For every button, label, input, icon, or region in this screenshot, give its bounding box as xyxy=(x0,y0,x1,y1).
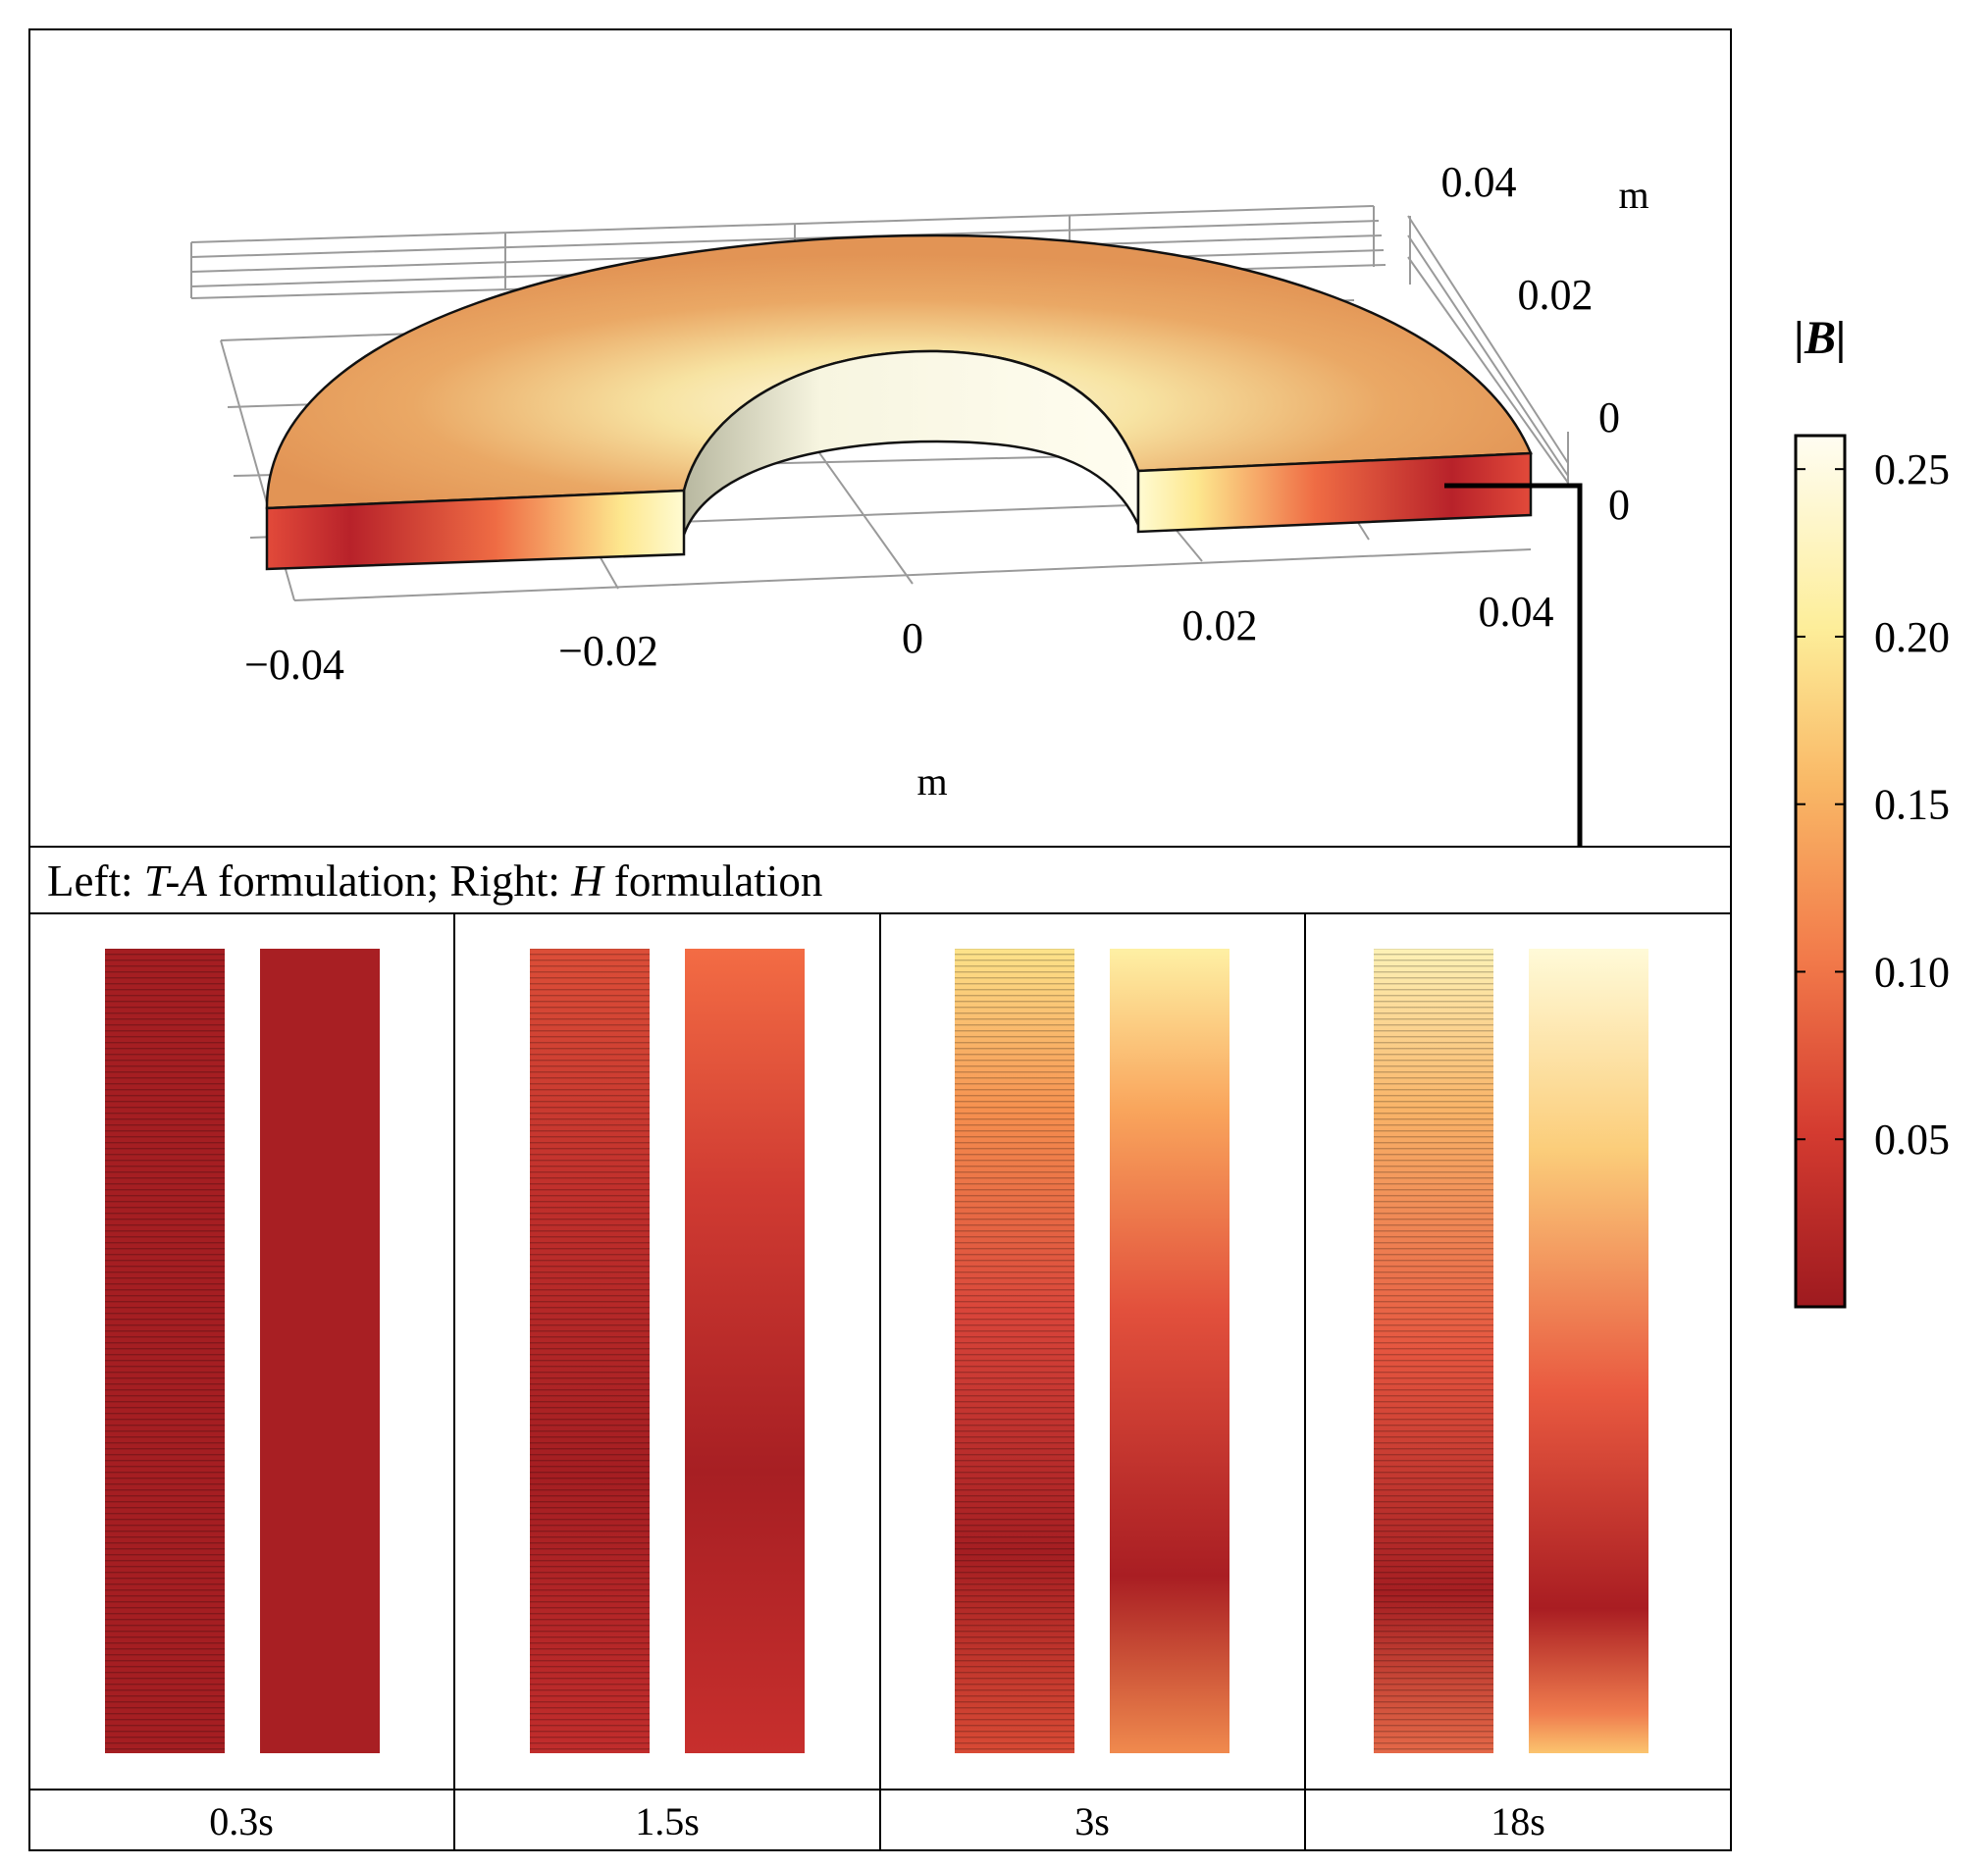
colorbar xyxy=(1794,434,1847,1309)
strip-ta-lines xyxy=(530,949,650,1753)
time-label: 1.5s xyxy=(635,1799,700,1843)
cross-section-left xyxy=(265,489,686,571)
strip-h-1.5s xyxy=(685,949,805,1753)
x-tick-label: 0.02 xyxy=(1182,601,1258,649)
colorbar-tick-label: 0.05 xyxy=(1874,1116,1950,1164)
x-tick-label: 0.04 xyxy=(1479,588,1554,636)
z-tick-label: 0 xyxy=(1608,481,1630,529)
y-tick-label: 0.04 xyxy=(1441,158,1517,206)
strip-ta-lines xyxy=(105,949,225,1753)
time-label: 18s xyxy=(1491,1799,1545,1843)
caption-right-formulation: H xyxy=(570,856,605,906)
caption-middle: formulation; Right: xyxy=(207,856,571,906)
strip-ta-lines xyxy=(955,949,1074,1753)
y-tick-label: 0.02 xyxy=(1518,271,1594,319)
colorbar-tick-label: 0.15 xyxy=(1874,781,1950,829)
colorbar-title: |B| xyxy=(1794,312,1846,364)
x-tick-label: 0 xyxy=(902,614,923,662)
strip-h-3s xyxy=(1110,949,1229,1753)
colorbar-tick-label: 0.10 xyxy=(1874,948,1950,996)
time-label: 0.3s xyxy=(209,1799,274,1843)
time-label: 3s xyxy=(1074,1799,1110,1843)
strip-ta-lines xyxy=(1374,949,1493,1753)
y-axis-unit: m xyxy=(1618,173,1648,217)
colorbar-ticks: 0.25 0.20 0.15 0.10 0.05 xyxy=(1796,445,1950,1164)
caption-end: formulation xyxy=(603,856,823,906)
y-tick-label: 0 xyxy=(1598,393,1620,441)
x-tick-label: −0.02 xyxy=(558,627,658,675)
arrow-connector xyxy=(1444,483,1583,922)
x-tick-label: −0.04 xyxy=(244,641,344,689)
x-axis-unit: m xyxy=(916,759,947,804)
strip-h-0.3s xyxy=(260,949,380,1753)
caption-left-formulation: T-A xyxy=(144,856,208,906)
strip-h-18s xyxy=(1529,949,1648,1753)
colorbar-tick-label: 0.20 xyxy=(1874,613,1950,661)
cross-section-right xyxy=(1136,451,1533,534)
colorbar-tick-label: 0.25 xyxy=(1874,445,1950,493)
caption-left-label: Left: xyxy=(47,856,144,906)
caption: Left: T-A formulation; Right: H formulat… xyxy=(47,856,822,906)
